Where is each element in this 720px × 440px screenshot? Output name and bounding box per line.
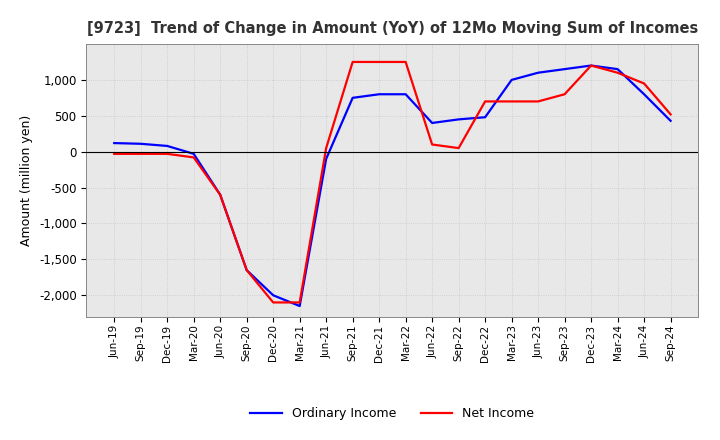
Net Income: [401, 59, 410, 65]
Net Income: [587, 63, 595, 68]
Y-axis label: Amount (million yen): Amount (million yen): [20, 115, 33, 246]
Net Income: [481, 99, 490, 104]
Line: Net Income: Net Income: [114, 62, 670, 302]
Ordinary Income: [587, 63, 595, 68]
Net Income: [269, 300, 277, 305]
Line: Ordinary Income: Ordinary Income: [114, 66, 670, 306]
Ordinary Income: [136, 141, 145, 147]
Net Income: [216, 192, 225, 198]
Ordinary Income: [295, 304, 304, 309]
Net Income: [110, 151, 119, 157]
Net Income: [666, 112, 675, 117]
Ordinary Income: [269, 293, 277, 298]
Ordinary Income: [481, 114, 490, 120]
Ordinary Income: [375, 92, 384, 97]
Ordinary Income: [428, 120, 436, 125]
Legend: Ordinary Income, Net Income: Ordinary Income, Net Income: [246, 402, 539, 425]
Ordinary Income: [401, 92, 410, 97]
Ordinary Income: [613, 66, 622, 72]
Ordinary Income: [216, 192, 225, 198]
Net Income: [508, 99, 516, 104]
Net Income: [560, 92, 569, 97]
Net Income: [163, 151, 171, 157]
Ordinary Income: [560, 66, 569, 72]
Title: [9723]  Trend of Change in Amount (YoY) of 12Mo Moving Sum of Incomes: [9723] Trend of Change in Amount (YoY) o…: [87, 21, 698, 36]
Ordinary Income: [243, 268, 251, 273]
Net Income: [322, 146, 330, 151]
Net Income: [189, 155, 198, 160]
Ordinary Income: [348, 95, 357, 100]
Net Income: [534, 99, 542, 104]
Ordinary Income: [640, 92, 649, 97]
Net Income: [295, 300, 304, 305]
Ordinary Income: [666, 118, 675, 124]
Ordinary Income: [508, 77, 516, 83]
Net Income: [640, 81, 649, 86]
Ordinary Income: [189, 151, 198, 157]
Net Income: [454, 146, 463, 151]
Ordinary Income: [110, 140, 119, 146]
Ordinary Income: [163, 143, 171, 149]
Net Income: [136, 151, 145, 157]
Ordinary Income: [322, 156, 330, 161]
Net Income: [428, 142, 436, 147]
Net Income: [243, 268, 251, 273]
Net Income: [375, 59, 384, 65]
Net Income: [613, 70, 622, 75]
Net Income: [348, 59, 357, 65]
Ordinary Income: [454, 117, 463, 122]
Ordinary Income: [534, 70, 542, 75]
